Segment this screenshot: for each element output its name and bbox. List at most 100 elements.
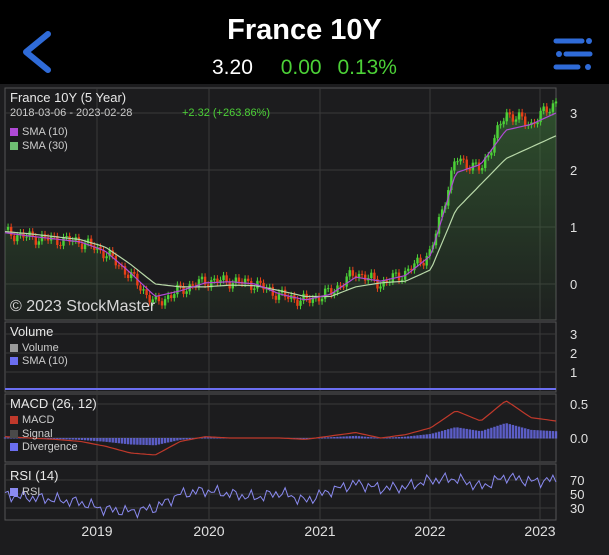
divergence-bar <box>474 430 478 439</box>
divergence-bar <box>327 437 330 439</box>
divergence-bar <box>376 437 379 439</box>
divergence-bar <box>471 429 475 439</box>
candle-body <box>62 237 65 246</box>
divergence-bar <box>53 438 56 440</box>
candle-body <box>342 286 345 288</box>
divergence-bar <box>114 438 118 443</box>
divergence-bar <box>185 438 188 440</box>
candle-body <box>37 241 41 245</box>
candle-body <box>437 217 441 234</box>
rsi-line <box>4 471 557 519</box>
divergence-bar <box>305 438 308 439</box>
divergence-bar <box>548 430 552 439</box>
candle-body <box>139 285 142 291</box>
last-price: 3.20 <box>212 56 253 79</box>
divergence-bar <box>545 430 548 439</box>
divergence-bar <box>89 438 93 441</box>
candle-body <box>551 103 555 112</box>
candle-body <box>308 298 311 303</box>
legend-volume-sma: SMA (10) <box>10 355 68 367</box>
divergence-bar <box>480 430 484 439</box>
candle-body <box>105 256 108 259</box>
legend-label: Signal <box>22 428 53 440</box>
candle-body <box>25 236 28 238</box>
candle-body <box>234 277 238 284</box>
divergence-bar <box>373 437 376 439</box>
candle-body <box>391 273 395 282</box>
candle-body <box>133 272 136 274</box>
divergence-bar <box>403 436 407 439</box>
divergence-bar <box>428 434 431 439</box>
settings-list-icon[interactable] <box>552 36 594 72</box>
legend-label: SMA (30) <box>22 140 68 152</box>
divergence-bar <box>499 424 502 439</box>
candle-body <box>59 244 62 246</box>
candle-body <box>56 236 59 245</box>
macd-panel-frame <box>4 393 557 463</box>
candle-body <box>142 289 145 291</box>
divergence-bar <box>502 423 505 439</box>
divergence-bar <box>447 429 450 439</box>
divergence-bar <box>83 438 87 441</box>
legend-swatch <box>10 430 18 438</box>
candle-body <box>166 295 170 300</box>
candle-body <box>416 257 419 264</box>
rsi-y-tick: 70 <box>570 473 584 488</box>
candle-body <box>225 275 228 282</box>
divergence-bar <box>96 438 99 442</box>
candle-body <box>262 282 265 290</box>
candle-body <box>413 263 416 271</box>
candle-body <box>554 101 558 104</box>
candle-body <box>453 161 456 171</box>
divergence-bar <box>524 428 527 439</box>
candle-body <box>259 280 262 283</box>
back-chevron-icon[interactable] <box>18 30 54 74</box>
candle-body <box>170 295 173 299</box>
candle-body <box>330 288 333 295</box>
candle-body <box>484 157 487 169</box>
page-title: France 10Y <box>227 14 382 46</box>
legend-swatch <box>10 357 18 365</box>
candle-body <box>46 237 50 241</box>
divergence-bar <box>514 425 518 439</box>
candle-body <box>191 284 194 286</box>
divergence-bar <box>554 431 558 439</box>
candle-body <box>163 299 167 306</box>
divergence-bar <box>139 438 142 445</box>
candle-body <box>200 276 204 280</box>
volume-gridlines <box>5 333 556 373</box>
candle-body <box>394 272 398 274</box>
candle-body <box>536 122 539 125</box>
divergence-bar <box>536 430 539 439</box>
quote-line: 3.20 0.00 0.13% <box>0 56 609 80</box>
candle-body <box>477 162 481 171</box>
volume-y-tick: 2 <box>570 346 577 361</box>
candle-body <box>499 124 502 126</box>
divergence-bar <box>397 437 401 439</box>
divergence-bar <box>530 429 533 439</box>
candle-body <box>65 236 68 238</box>
divergence-bar <box>425 434 428 439</box>
divergence-bar <box>431 433 435 439</box>
price-area-fill <box>5 101 556 320</box>
candle-body <box>154 296 158 300</box>
macd-line <box>4 400 557 456</box>
candle-body <box>373 272 376 280</box>
candle-body <box>102 250 105 259</box>
price-y-tick: 3 <box>570 106 577 121</box>
candle-body <box>440 209 444 218</box>
chart-area[interactable]: 3 2 1 0 3 2 1 0.5 0.0 70 50 30 2019 2020 2021 2022 2023… <box>0 84 609 555</box>
legend-swatch <box>10 344 18 352</box>
divergence-bar <box>539 430 542 439</box>
price-panel-title: France 10Y (5 Year) <box>10 90 127 105</box>
divergence-bar <box>6 437 10 439</box>
divergence-bar <box>496 425 499 439</box>
candle-body <box>508 112 512 115</box>
candle-body <box>539 110 542 123</box>
candle-body <box>370 272 373 279</box>
divergence-bar <box>77 438 81 440</box>
divergence-bar <box>354 435 358 439</box>
candle-body <box>419 257 422 264</box>
divergence-bar <box>357 436 361 439</box>
